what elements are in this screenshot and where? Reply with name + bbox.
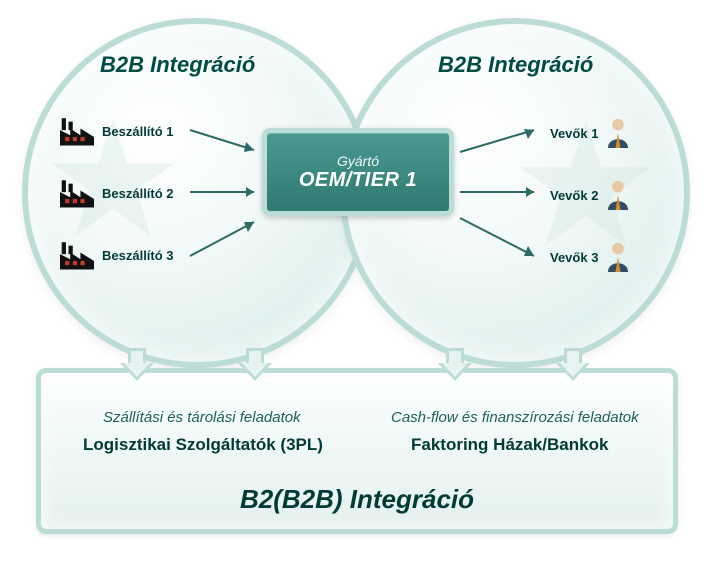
center-node: Gyártó OEM/TIER 1 [262, 128, 454, 216]
customer-label: Vevők 1 [550, 126, 598, 141]
factory-icon [60, 116, 94, 146]
person-icon [606, 118, 630, 148]
bottom-right-subtitle: Cash-flow és finanszírozási feladatok [391, 409, 639, 426]
supplier-label: Beszállító 3 [102, 248, 174, 263]
center-subtitle: Gyártó [337, 153, 379, 169]
supplier-label: Beszállító 1 [102, 124, 174, 139]
person-icon [606, 242, 630, 272]
customer-label: Vevők 2 [550, 188, 598, 203]
down-arrow-icon [556, 348, 590, 388]
bottom-main-title: B2(B2B) Integráció [41, 484, 673, 515]
supplier-row-1: Beszállító 1 [60, 116, 174, 146]
customer-label: Vevők 3 [550, 250, 598, 265]
factory-icon [60, 240, 94, 270]
down-arrow-icon [438, 348, 472, 388]
down-arrow-icon [120, 348, 154, 388]
supplier-row-2: Beszállító 2 [60, 178, 174, 208]
bottom-right-title: Faktoring Házak/Bankok [411, 435, 608, 455]
customer-row-3: Vevők 3 [550, 242, 630, 272]
supplier-row-3: Beszállító 3 [60, 240, 174, 270]
bottom-left-title: Logisztikai Szolgáltatók (3PL) [83, 435, 323, 455]
factory-icon [60, 178, 94, 208]
bottom-left-subtitle: Szállítási és tárolási feladatok [103, 409, 301, 426]
supplier-label: Beszállító 2 [102, 186, 174, 201]
center-title: OEM/TIER 1 [299, 169, 417, 192]
left-circle-title: B2B Integráció [100, 52, 255, 78]
right-circle-title: B2B Integráció [438, 52, 593, 78]
customer-row-1: Vevők 1 [550, 118, 630, 148]
customer-row-2: Vevők 2 [550, 180, 630, 210]
down-arrow-icon [238, 348, 272, 388]
diagram-canvas: Szállítási és tárolási feladatok Logiszt… [0, 0, 716, 562]
person-icon [606, 180, 630, 210]
bottom-panel: Szállítási és tárolási feladatok Logiszt… [36, 368, 678, 534]
